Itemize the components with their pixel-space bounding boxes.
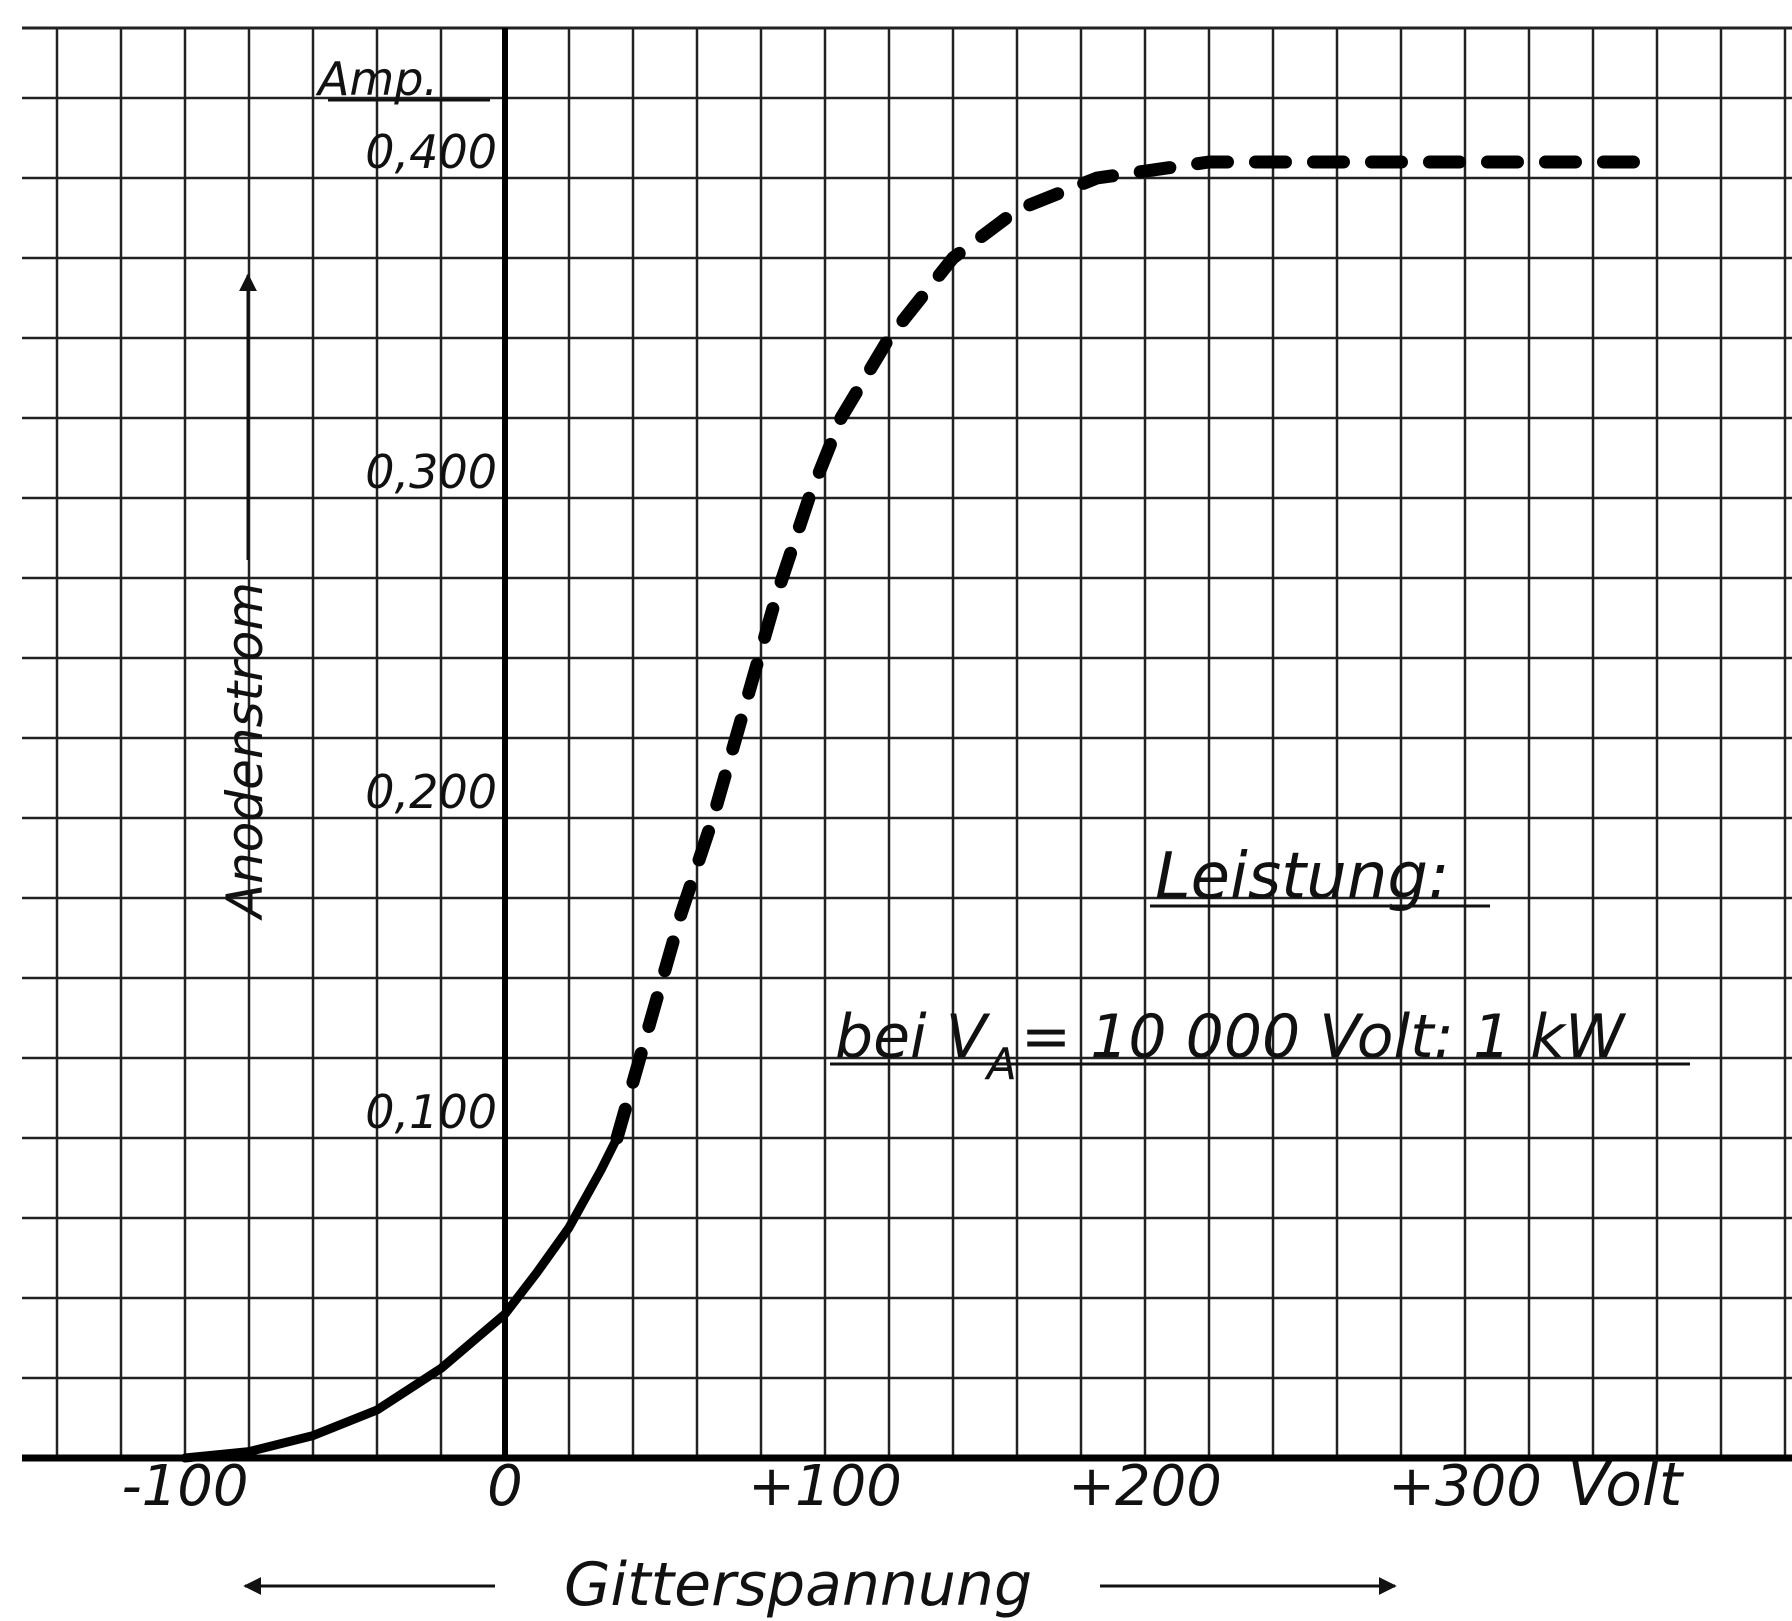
grid [22,26,1792,1460]
series-layer [180,155,1664,1463]
x-axis-title: Gitterspannung [564,1550,1032,1620]
y-tick-label: 0,300 [365,445,497,499]
x-tick-label: +300 [1388,1454,1542,1519]
y-axis-title: Anodenstrom [216,582,274,921]
x-tick-label: 0 [487,1454,523,1519]
series-dashed-line [610,155,1664,1145]
series-solid-line [180,1133,622,1463]
y-tick-labels: 0,100 0,200 0,300 0,400 [365,125,497,1139]
x-tick-label: +100 [748,1454,902,1519]
axes [22,28,1792,1462]
y-tick-label: 0,200 [365,765,497,819]
y-unit-label: Amp. [315,52,438,106]
x-unit-label: Volt [1568,1450,1685,1520]
x-tick-labels: -100 0 +100 +200 +300 [121,1454,1541,1519]
annotation-condition-prefix: bei V [835,1002,991,1072]
y-tick-label: 0,100 [365,1085,497,1139]
x-tick-label: +200 [1068,1454,1222,1519]
y-tick-label: 0,400 [365,125,497,179]
annotation-condition-suffix: = 10 000 Volt: 1 kW [1021,1002,1627,1072]
x-tick-label: -100 [121,1454,248,1519]
annotation-leistung: Leistung: [1155,840,1450,914]
